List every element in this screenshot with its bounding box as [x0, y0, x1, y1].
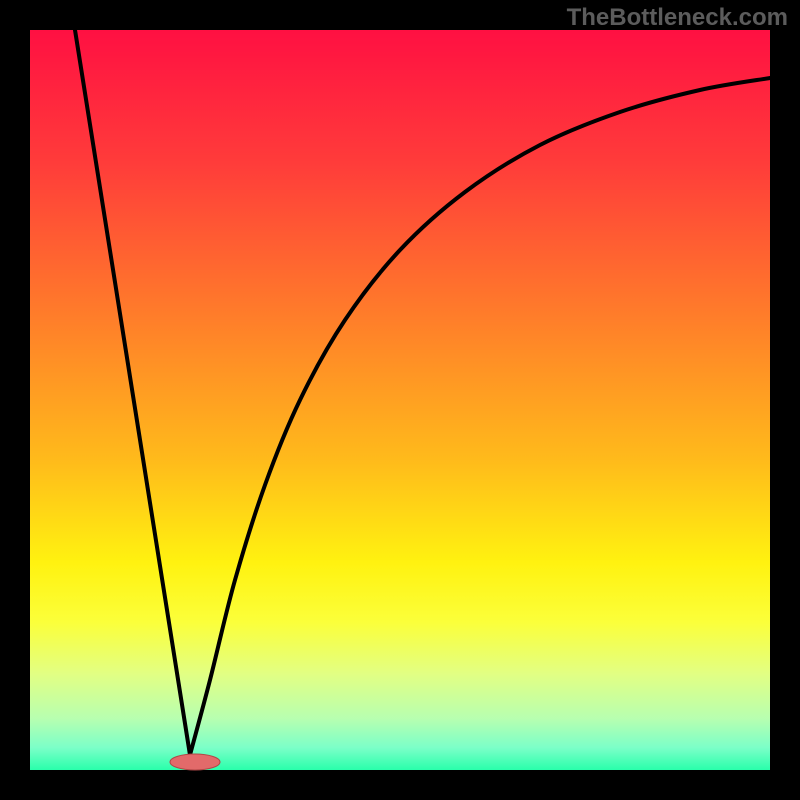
chart-container: { "watermark": { "text": "TheBottleneck.… — [0, 0, 800, 800]
watermark-text: TheBottleneck.com — [567, 4, 788, 32]
chart-background — [30, 30, 770, 770]
bottleneck-chart — [0, 0, 800, 800]
optimal-value-marker — [170, 754, 220, 770]
